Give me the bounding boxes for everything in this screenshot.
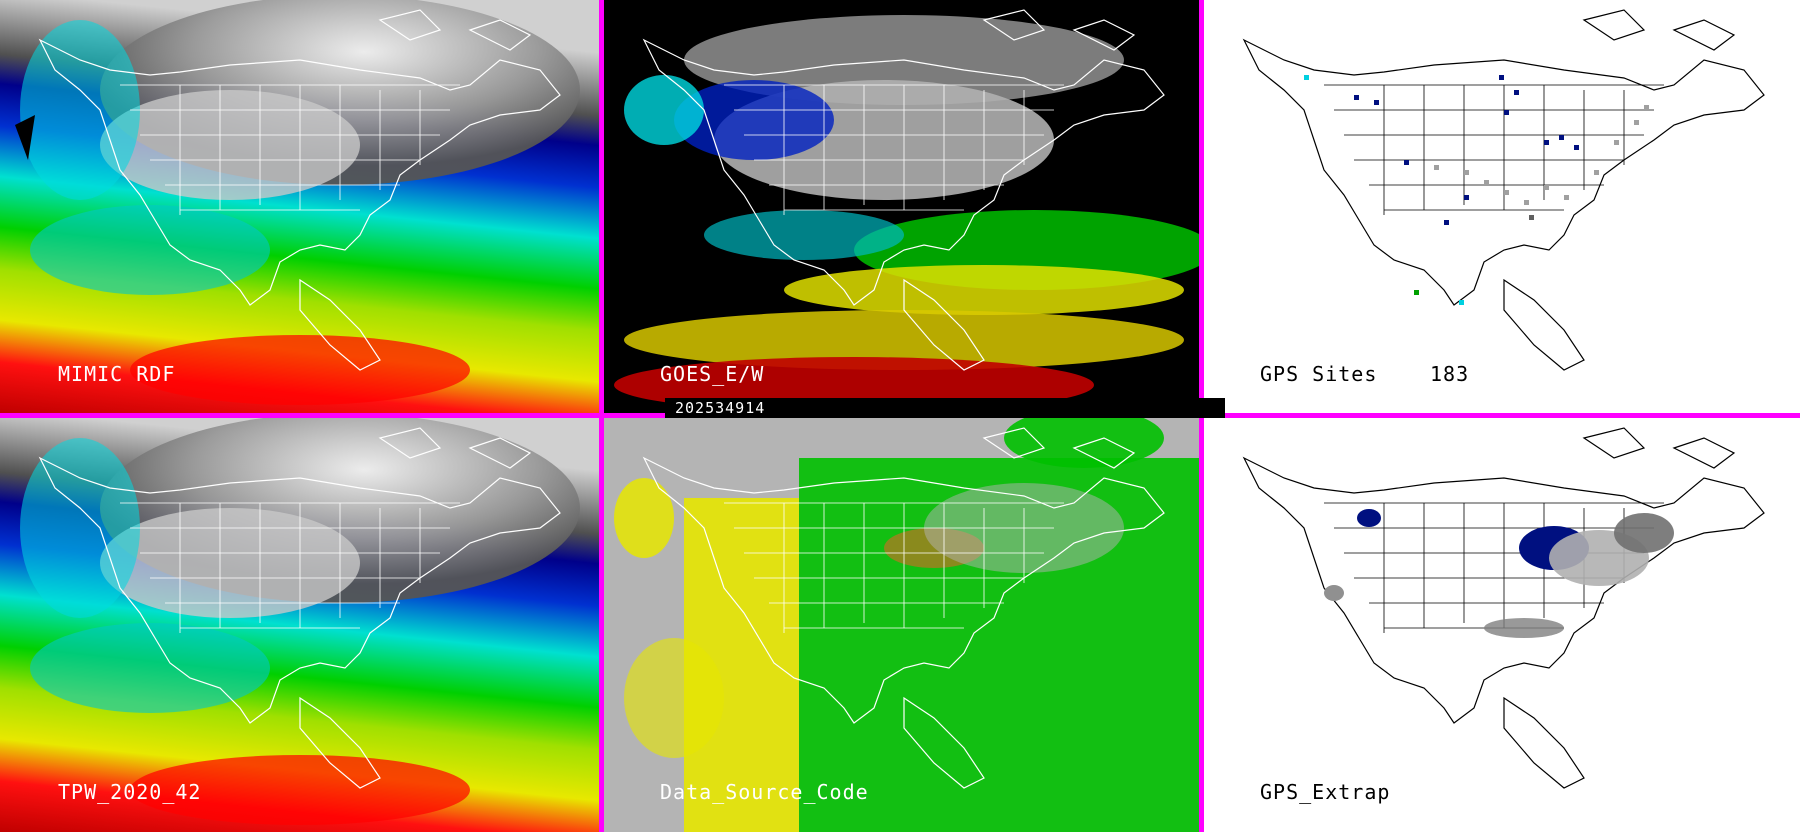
panel-label: GPS Sites xyxy=(1260,362,1378,386)
timestamp: 202534914 xyxy=(675,399,766,417)
panel-label: GOES_E/W xyxy=(660,362,765,386)
gps-sites-panel: GPS Sites 183 xyxy=(1204,0,1800,413)
panel-label: MIMIC RDF xyxy=(58,362,176,386)
goes-map xyxy=(604,0,1199,413)
gps-sites-map xyxy=(1243,9,1765,371)
tpw-panel: TPW_2020_42 xyxy=(0,418,599,832)
mimic-rdf-panel: MIMIC RDF xyxy=(0,0,599,413)
panel-label: GPS_Extrap xyxy=(1260,780,1391,804)
data-source-code-map xyxy=(604,418,1199,832)
mimic-rdf-map xyxy=(0,0,599,413)
site-count: 183 xyxy=(1430,362,1470,386)
gps-extrap-map xyxy=(1243,427,1765,789)
tpw-map xyxy=(0,418,599,832)
timestamp-bar: 202534914 xyxy=(665,398,1225,418)
goes-panel: GOES_E/W xyxy=(604,0,1199,413)
gps-site-markers xyxy=(1304,75,1649,305)
data-source-code-panel: Data_Source_Code xyxy=(604,418,1199,832)
gps-extrap-panel: GPS_Extrap xyxy=(1204,418,1800,832)
panel-label: TPW_2020_42 xyxy=(58,780,202,804)
panel-label: Data_Source_Code xyxy=(660,780,869,804)
